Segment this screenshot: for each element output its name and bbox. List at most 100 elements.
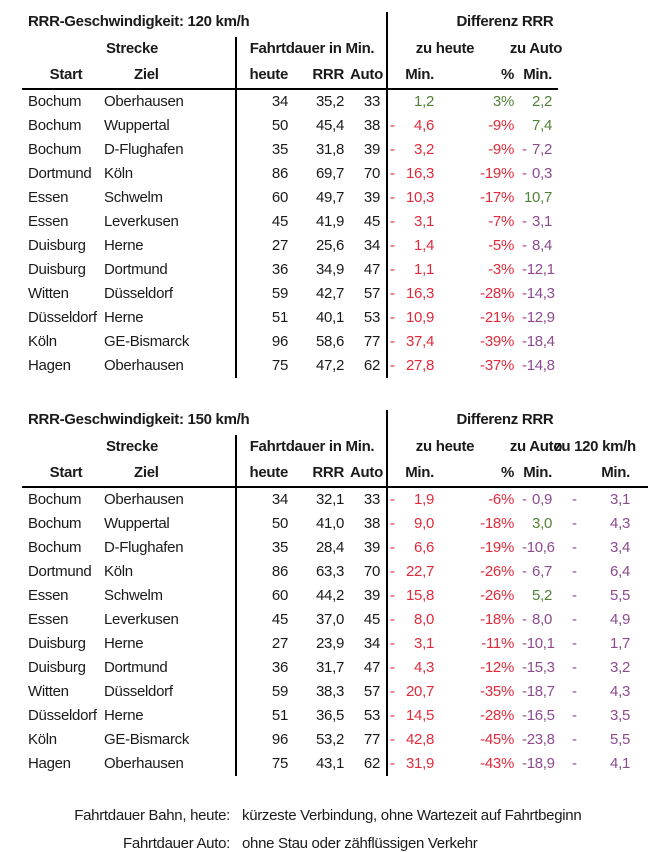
diff-value: 7,4	[532, 117, 552, 134]
ziel-cell: Oberhausen	[104, 755, 184, 772]
col-header-min-heute: Min.	[405, 66, 434, 83]
heute-cell: 36	[271, 659, 288, 676]
diff-auto-min-cell: -12,1	[516, 258, 556, 282]
minus-sign: -	[522, 563, 527, 580]
diff-value: 10,9	[406, 309, 434, 326]
diff-heute-pct-cell: -21%	[480, 309, 514, 326]
col-header-auto: Auto	[350, 464, 383, 481]
diff-120-min-cell: - 1,7	[556, 632, 634, 656]
minus-sign: -	[522, 237, 527, 254]
col-header-ziel: Ziel	[134, 66, 159, 83]
diff-heute-min-cell: -27,8	[388, 354, 442, 378]
diff-heute-min-cell: -20,7	[388, 680, 442, 704]
ziel-cell: Köln	[104, 165, 133, 182]
diff-value: 15,8	[406, 587, 434, 604]
header-rule	[22, 88, 558, 90]
minus-sign: -	[390, 659, 395, 676]
auto-cell: 57	[363, 285, 380, 302]
diff-title: Differenz RRR	[456, 13, 554, 30]
diff-heute-min-cell: -37,4	[388, 330, 442, 354]
diff-heute-min-cell: - 3,1	[388, 632, 442, 656]
ziel-cell: Köln	[104, 563, 133, 580]
diff-auto-min-cell: -18,7	[516, 680, 556, 704]
diff-value: 0,9	[532, 491, 552, 508]
group-header-row: Strecke Fahrtdauer in Min. zu heute zu A…	[0, 435, 665, 461]
rrr-cell: 41,9	[316, 213, 344, 230]
minus-sign: -	[572, 539, 577, 556]
diff-heute-pct-cell: -39%	[480, 333, 514, 350]
col-header-start: Start	[49, 464, 83, 481]
table-row: Duisburg Herne 27 25,6 34-1,4 -5% -8,4	[0, 234, 665, 258]
column-header-row: Start Ziel heute RRR Auto Min. % Min.	[0, 63, 665, 88]
auto-cell: 47	[363, 659, 380, 676]
heute-cell: 60	[271, 189, 288, 206]
diff-auto-min-cell: 7,4	[516, 114, 556, 138]
diff-value: 3,4	[610, 539, 630, 556]
minus-sign: -	[390, 237, 395, 254]
minus-sign: -	[522, 539, 527, 556]
diff-auto-min-cell: -14,3	[516, 282, 556, 306]
heute-cell: 45	[271, 611, 288, 628]
diff-value: 10,7	[524, 189, 552, 206]
ziel-cell: GE-Bismarck	[104, 333, 190, 350]
ziel-cell: Düsseldorf	[104, 683, 173, 700]
diff-heute-pct-cell: -26%	[480, 563, 514, 580]
auto-cell: 57	[363, 683, 380, 700]
group-header-row: Strecke Fahrtdauer in Min. zu heute zu A…	[0, 37, 665, 63]
minus-sign: -	[522, 285, 527, 302]
minus-sign: -	[390, 707, 395, 724]
rrr-cell: 32,1	[316, 491, 344, 508]
minus-sign: -	[522, 213, 527, 230]
diff-auto-min-cell: -8,4	[516, 234, 556, 258]
heute-cell: 34	[271, 491, 288, 508]
diff-120-min-cell: - 5,5	[556, 584, 634, 608]
diff-heute-pct-cell: 3%	[492, 93, 514, 110]
table-row: Bochum D-Flughafen 35 28,4 39-6,6 -19% -10,6-3…	[0, 536, 665, 560]
minus-sign: -	[572, 755, 577, 772]
heute-cell: 36	[271, 261, 288, 278]
diff-120-min-cell: - 6,4	[556, 560, 634, 584]
diff-value: 3,0	[532, 515, 552, 532]
diff-value: 12,1	[526, 261, 555, 278]
start-cell: Duisburg	[28, 261, 86, 278]
diff-value: 7,2	[532, 141, 552, 158]
diff-auto-min-cell: -7,2	[516, 138, 556, 162]
diff-heute-pct-cell: -28%	[480, 707, 514, 724]
col-header-min-auto: Min.	[523, 66, 552, 83]
diff-auto-min-cell: -23,8	[516, 728, 556, 752]
auto-cell: 45	[363, 611, 380, 628]
minus-sign: -	[572, 515, 577, 532]
col-header-pct: %	[500, 66, 514, 83]
diff-value: 14,3	[526, 285, 555, 302]
heute-cell: 96	[271, 333, 288, 350]
rrr-cell: 69,7	[316, 165, 344, 182]
start-cell: Dortmund	[28, 165, 92, 182]
rrr-cell: 53,2	[316, 731, 344, 748]
diff-heute-pct-cell: -35%	[480, 683, 514, 700]
diff-auto-min-cell: 2,2	[516, 90, 556, 114]
diff-auto-min-cell: -18,4	[516, 330, 556, 354]
table-row: Köln GE-Bismarck 96 53,2 77-42,8 -45% -23,8-5,…	[0, 728, 665, 752]
diff-auto-min-cell: -3,1	[516, 210, 556, 234]
auto-cell: 70	[363, 563, 380, 580]
table-row: Düsseldorf Herne 51 40,1 53-10,9 -21% -12,9	[0, 306, 665, 330]
table-body: Bochum Oberhausen 34 35,2 33 1,2 3% 2,2 Bochum Wu…	[0, 90, 665, 378]
diff-value: 20,7	[406, 683, 434, 700]
ziel-cell: Herne	[104, 635, 144, 652]
diff-value: 10,3	[406, 189, 434, 206]
minus-sign: -	[390, 491, 395, 508]
diff-value: 23,8	[526, 731, 555, 748]
minus-sign: -	[522, 309, 527, 326]
table-row: Dortmund Köln 86 63,3 70-22,7 -26% -6,7-6,4	[0, 560, 665, 584]
minus-sign: -	[390, 117, 395, 134]
diff-heute-min-cell: -22,7	[388, 560, 442, 584]
rrr-cell: 49,7	[316, 189, 344, 206]
diff-auto-min-cell: 10,7	[516, 186, 556, 210]
minus-sign: -	[572, 635, 577, 652]
col-header-start: Start	[49, 66, 83, 83]
minus-sign: -	[572, 683, 577, 700]
minus-sign: -	[390, 261, 395, 278]
diff-value: 5,2	[532, 587, 552, 604]
differenz-divider	[386, 12, 388, 378]
diff-heute-pct-cell: -45%	[480, 731, 514, 748]
